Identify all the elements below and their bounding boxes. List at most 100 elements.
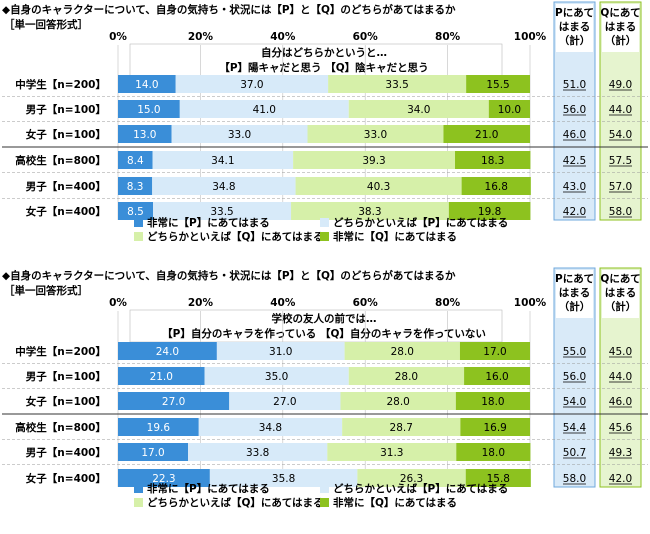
q-total-header: Qにあてはまる（計） [600, 272, 640, 313]
bar-value-label: 34.1 [211, 155, 234, 167]
q-total-value: 46.0 [609, 396, 632, 408]
bar-segment [456, 443, 531, 461]
bar-segment [152, 177, 296, 195]
bar-segment [455, 392, 530, 410]
p-total-value: 43.0 [563, 181, 586, 193]
bar-segment [466, 75, 530, 93]
bar-value-label: 10.0 [498, 104, 521, 116]
bar-value-label: 18.0 [482, 447, 505, 459]
bar-segment [118, 100, 180, 118]
bar-value-label: 19.8 [478, 206, 501, 218]
bar-segment [188, 443, 328, 461]
category-label: 高校生【n=800】 [15, 154, 106, 167]
q-total-header: Qにあてはまる（計） [600, 6, 640, 47]
category-label: 中学生【n=200】 [15, 78, 106, 91]
p-total-value: 54.4 [563, 422, 587, 434]
bar-segment [179, 100, 349, 118]
bar-value-label: 21.0 [150, 371, 173, 383]
legend-swatch [320, 218, 329, 227]
category-label: 男子【n=100】 [26, 103, 106, 116]
q-total-header-line: はまる [605, 21, 637, 33]
bar-segment [342, 418, 461, 436]
bar-segment [328, 75, 467, 93]
bar-value-label: 17.0 [483, 346, 506, 358]
bar-segment [461, 177, 531, 195]
p-total-value: 50.7 [563, 447, 586, 459]
bar-segment [118, 75, 176, 93]
q-total-value: 57.5 [609, 155, 632, 167]
x-tick-label: 20% [188, 297, 214, 309]
bar-value-label: 34.8 [259, 422, 282, 434]
category-label: 女子【n=400】 [26, 205, 106, 218]
question-box [129, 309, 503, 343]
bar-segment [152, 151, 294, 169]
bar-value-label: 14.0 [135, 79, 158, 91]
p-total-value: 42.5 [563, 155, 586, 167]
bar-value-label: 8.4 [127, 155, 144, 167]
pq-definition: 【P】陽キャだと思う 【Q】陰キャだと思う [219, 61, 428, 74]
p-total-header-box [556, 270, 593, 318]
bar-segment [198, 418, 343, 436]
bar-segment [464, 367, 530, 385]
legend-swatch [320, 232, 329, 241]
q-total-value: 49.3 [609, 447, 632, 459]
bar-value-label: 40.3 [367, 181, 390, 193]
q-total-value: 44.0 [609, 104, 632, 116]
bar-value-label: 18.3 [481, 155, 504, 167]
bar-segment [465, 469, 531, 487]
p-total-value: 55.0 [563, 346, 586, 358]
bar-segment [448, 202, 531, 220]
legend-swatch [134, 484, 143, 493]
legend-swatch [320, 484, 329, 493]
bar-value-label: 17.0 [141, 447, 164, 459]
bar-segment [229, 392, 341, 410]
bar-value-label: 28.7 [390, 422, 413, 434]
x-tick-label: 40% [270, 31, 296, 43]
bar-segment [348, 367, 465, 385]
p-total-header: Pにあてはまる（計） [555, 272, 594, 313]
q-total-value: 49.0 [609, 79, 632, 91]
category-label: 男子【n=100】 [26, 370, 106, 383]
bar-value-label: 28.0 [391, 346, 414, 358]
p-total-header: Pにあてはまる（計） [555, 6, 594, 47]
legend-label: 非常に【P】にあてはまる [147, 216, 270, 229]
bar-value-label: 15.0 [137, 104, 160, 116]
bar-segment [293, 151, 456, 169]
bar-value-label: 39.3 [362, 155, 385, 167]
bar-value-label: 15.8 [487, 473, 510, 485]
category-label: 中学生【n=200】 [15, 345, 106, 358]
p-total-header-line: はまる [559, 21, 591, 33]
p-total-value: 46.0 [563, 129, 586, 141]
bar-segment [118, 151, 153, 169]
bar-segment [118, 125, 172, 143]
bar-segment [216, 342, 345, 360]
q-total-value: 45.6 [609, 422, 633, 434]
p-total-value: 56.0 [563, 371, 586, 383]
bar-segment [357, 469, 466, 487]
bar-value-label: 31.3 [380, 447, 403, 459]
p-total-header-line: Pにあて [555, 6, 594, 19]
bar-segment [153, 202, 292, 220]
x-tick-label: 0% [109, 31, 127, 43]
bar-value-label: 33.5 [210, 206, 233, 218]
bar-value-label: 19.6 [147, 422, 171, 434]
q-total-value: 54.0 [609, 129, 632, 141]
legend-label: どちらかといえば【P】にあてはまる [333, 216, 508, 229]
bar-value-label: 27.0 [162, 396, 185, 408]
p-total-value: 42.0 [563, 206, 586, 218]
bar-segment [443, 125, 530, 143]
p-total-header-line: （計） [559, 34, 591, 47]
bar-value-label: 34.0 [407, 104, 430, 116]
bar-value-label: 33.0 [364, 129, 387, 141]
bar-value-label: 8.3 [127, 181, 144, 193]
bar-segment [118, 367, 205, 385]
bar-value-label: 33.5 [385, 79, 408, 91]
bar-value-label: 28.0 [395, 371, 418, 383]
bar-value-label: 27.0 [273, 396, 296, 408]
bar-segment [295, 177, 462, 195]
x-tick-label: 60% [353, 31, 379, 43]
bar-segment [118, 469, 210, 487]
bar-value-label: 16.9 [483, 422, 506, 434]
bar-segment [118, 418, 199, 436]
